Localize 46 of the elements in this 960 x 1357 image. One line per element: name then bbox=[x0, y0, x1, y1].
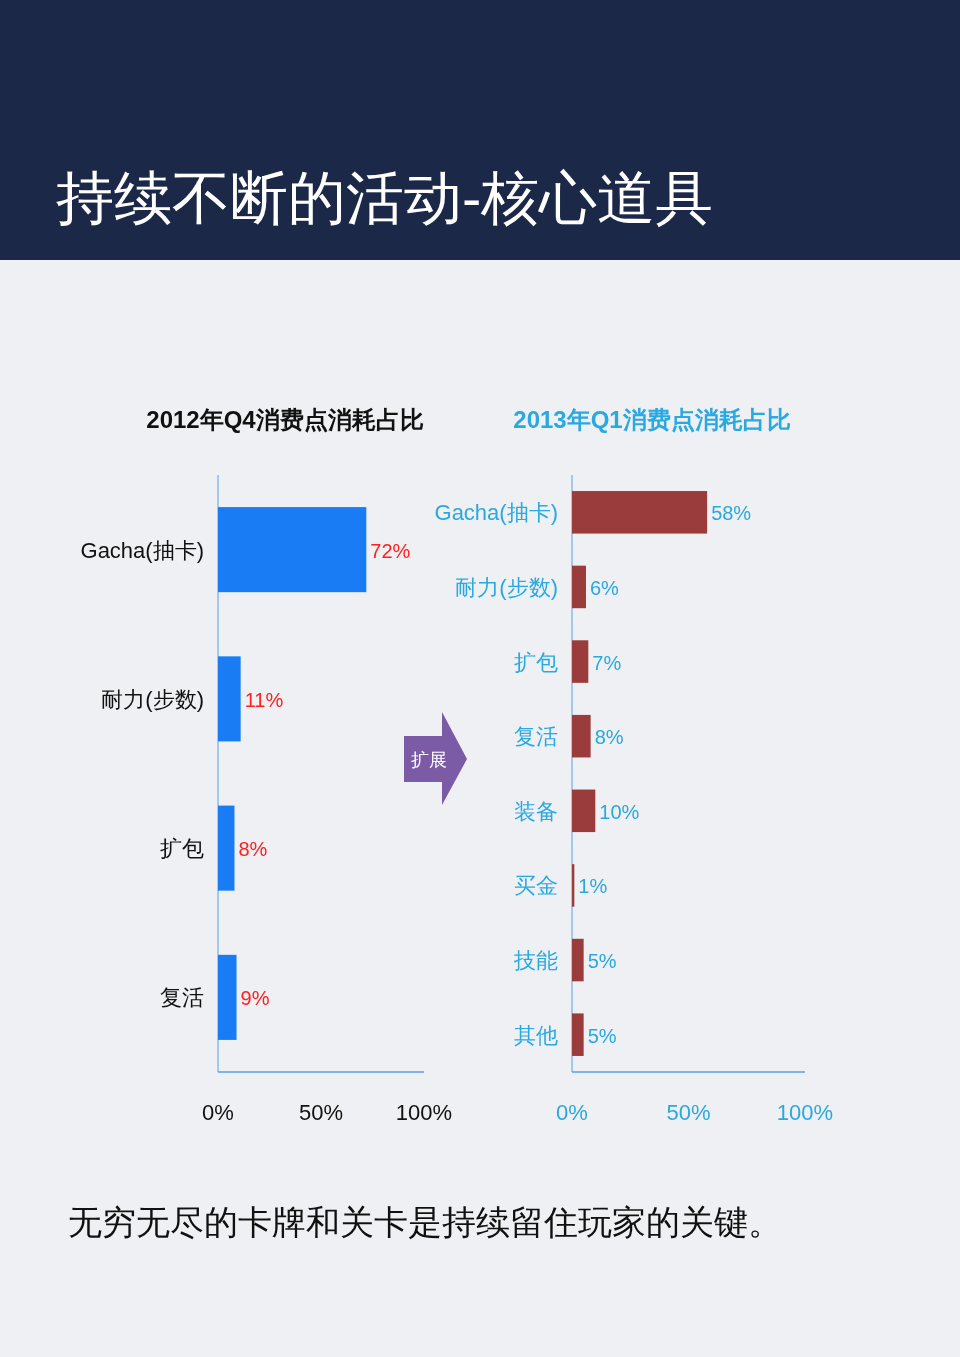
data-label: 58% bbox=[711, 502, 752, 525]
y-tick-label: 扩包 bbox=[160, 836, 204, 862]
annotation: 扩展 bbox=[411, 750, 447, 770]
data-label: 11% bbox=[244, 688, 284, 711]
bar bbox=[572, 714, 591, 758]
x-tick-label: 0% bbox=[556, 1100, 588, 1125]
data-label: 10% bbox=[599, 800, 640, 823]
data-label: 9% bbox=[240, 987, 270, 1010]
data-label: 5% bbox=[587, 1024, 617, 1047]
y-tick-label: 买金 bbox=[514, 873, 558, 899]
y-tick-label: 其他 bbox=[514, 1022, 558, 1048]
chart-title: 2013年Q1消费点消耗占比 bbox=[513, 406, 791, 433]
text: 持续不断的活动-核心道具 bbox=[56, 165, 714, 230]
bar bbox=[572, 789, 596, 833]
data-label: 7% bbox=[592, 651, 622, 674]
data-label: 72% bbox=[370, 539, 411, 562]
bar bbox=[218, 656, 241, 742]
y-tick-label: 装备 bbox=[514, 798, 558, 824]
x-tick-label: 0% bbox=[202, 1100, 234, 1125]
bar bbox=[572, 1013, 584, 1056]
bar bbox=[572, 938, 584, 982]
y-tick-label: 复活 bbox=[160, 985, 204, 1011]
x-tick-label: 100% bbox=[776, 1100, 834, 1125]
x-tick-label: 100% bbox=[395, 1100, 453, 1125]
bar bbox=[218, 507, 367, 593]
x-tick-label: 50% bbox=[666, 1100, 711, 1125]
y-tick-label: 复活 bbox=[514, 724, 558, 750]
y-tick-label: 耐力(步数) bbox=[455, 574, 558, 600]
data-label: 8% bbox=[238, 838, 268, 861]
chart-title: 2012年Q4消费点消耗占比 bbox=[146, 406, 424, 433]
x-tick-label: 50% bbox=[298, 1100, 344, 1125]
bar bbox=[572, 640, 589, 683]
y-tick-label: 技能 bbox=[513, 948, 558, 974]
bar bbox=[572, 565, 586, 609]
y-tick-label: 扩包 bbox=[514, 649, 558, 675]
y-tick-label: Gacha(抽卡) bbox=[434, 500, 558, 526]
bar bbox=[218, 954, 237, 1040]
y-tick-label: 耐力(步数) bbox=[101, 686, 204, 712]
text: 无穷无尽的卡牌和关卡是持续留住玩家的关键。 bbox=[68, 1203, 782, 1241]
data-label: 1% bbox=[578, 875, 608, 898]
data-label: 6% bbox=[589, 576, 620, 599]
bar bbox=[572, 491, 708, 534]
y-tick-label: Gacha(抽卡) bbox=[80, 537, 204, 563]
data-label: 8% bbox=[594, 726, 624, 749]
data-label: 5% bbox=[587, 950, 617, 973]
bar bbox=[218, 805, 235, 891]
